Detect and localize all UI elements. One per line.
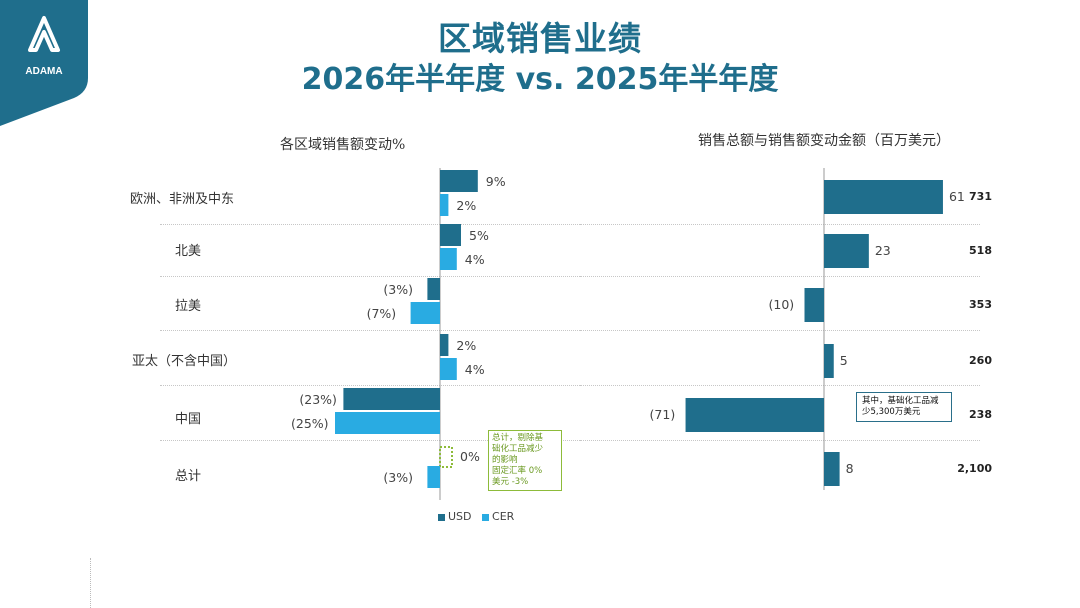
total-value-4: 238 <box>969 408 992 421</box>
bar-label-usd-5: 0% <box>460 449 480 464</box>
change-bar-3 <box>824 344 834 378</box>
legend-cer-swatch <box>482 513 490 521</box>
region-label-emea: 欧洲、非洲及中东 <box>130 192 235 207</box>
total-note-callout: 总计，剔除基 础化工品减少 的影响 固定汇率 0% 美元 -3% <box>488 430 562 491</box>
bar-cer-4 <box>335 412 440 434</box>
chart1-title: 各区域销售额变动% <box>280 137 406 153</box>
bar-label-cer-3: 4% <box>464 362 485 377</box>
bar-cer-3 <box>440 358 457 380</box>
total-note-line: 美元 -3% <box>492 477 529 487</box>
legend-usd-label: USD <box>448 510 472 523</box>
total-value-2: 353 <box>969 298 992 311</box>
row-separator <box>580 330 980 331</box>
row-separator <box>160 276 580 277</box>
bar-label-usd-1: 5% <box>469 228 489 243</box>
region-label-latam: 拉美 <box>175 299 202 314</box>
bar-cer-0 <box>440 194 449 216</box>
bar-usd-3 <box>440 334 449 356</box>
total-note-line: 础化工品减少 <box>492 444 544 454</box>
chart1-legend: USD CER <box>438 510 514 523</box>
page-subtitle: 2026年半年度 vs. 2025年半年度 <box>301 62 779 97</box>
china-note-callout: 其中，基础化工品减 少5,300万美元 <box>856 392 952 422</box>
change-label-3: 5 <box>839 353 848 368</box>
change-label-2: (10) <box>768 297 795 312</box>
bar-label-usd-4: (23%) <box>299 392 337 407</box>
total-value-0: 731 <box>969 190 992 203</box>
bar-label-usd-2: (3%) <box>383 282 413 297</box>
adama-logo: ADAMA <box>0 0 88 126</box>
change-label-5: 8 <box>845 461 854 476</box>
chart2-title: 销售总额与销售额变动金额（百万美元） <box>698 133 950 149</box>
region-label-china: 中国 <box>175 412 202 427</box>
change-label-0: 61 <box>948 189 965 204</box>
change-bar-5 <box>824 452 840 486</box>
row-separator <box>160 440 580 441</box>
row-separator <box>160 224 580 225</box>
change-bar-0 <box>824 180 943 214</box>
total-value-3: 260 <box>969 354 992 367</box>
bar-label-usd-3: 2% <box>456 338 477 353</box>
bar-label-cer-0: 2% <box>456 198 477 213</box>
change-bar-1 <box>824 234 869 268</box>
row-separator <box>580 224 980 225</box>
bar-usd-5 <box>439 446 453 468</box>
bar-cer-5 <box>427 466 440 488</box>
legend-usd-swatch <box>438 513 445 521</box>
bar-cer-1 <box>440 248 457 270</box>
total-note-line: 固定汇率 0% <box>492 466 543 476</box>
china-note-line: 其中，基础化工品减 <box>862 396 939 406</box>
change-label-1: 23 <box>874 243 891 258</box>
row-separator <box>580 440 980 441</box>
region-label-na: 北美 <box>175 244 202 259</box>
legend-cer-label: CER <box>492 510 515 523</box>
china-note-line: 少5,300万美元 <box>862 407 921 417</box>
bar-cer-2 <box>410 302 440 324</box>
row-separator <box>580 385 980 386</box>
total-value-1: 518 <box>969 244 992 257</box>
bar-label-cer-5: (3%) <box>383 470 413 485</box>
logo-text: ADAMA <box>25 66 62 77</box>
bar-usd-2 <box>427 278 440 300</box>
bar-label-cer-4: (25%) <box>291 416 329 431</box>
row-separator <box>160 385 580 386</box>
row-separator <box>160 330 580 331</box>
bar-usd-1 <box>440 224 461 246</box>
total-note-line: 的影响 <box>492 455 518 465</box>
total-value-5: 2,100 <box>957 462 992 475</box>
bar-usd-0 <box>440 170 478 192</box>
change-bar-2 <box>804 288 824 322</box>
page-title: 区域销售业绩 <box>438 19 642 58</box>
bar-label-cer-2: (7%) <box>366 306 397 321</box>
change-label-4: (71) <box>649 407 676 422</box>
change-bar-4 <box>685 398 824 432</box>
region-label-total: 总计 <box>175 469 202 484</box>
row-separator <box>580 276 980 277</box>
footer-divider <box>90 558 91 608</box>
bar-label-usd-0: 9% <box>485 174 506 189</box>
total-note-line: 总计，剔除基 <box>492 433 544 443</box>
bar-label-cer-1: 4% <box>464 252 485 267</box>
region-label-apac: 亚太（不含中国） <box>132 354 237 369</box>
bar-usd-4 <box>343 388 440 410</box>
